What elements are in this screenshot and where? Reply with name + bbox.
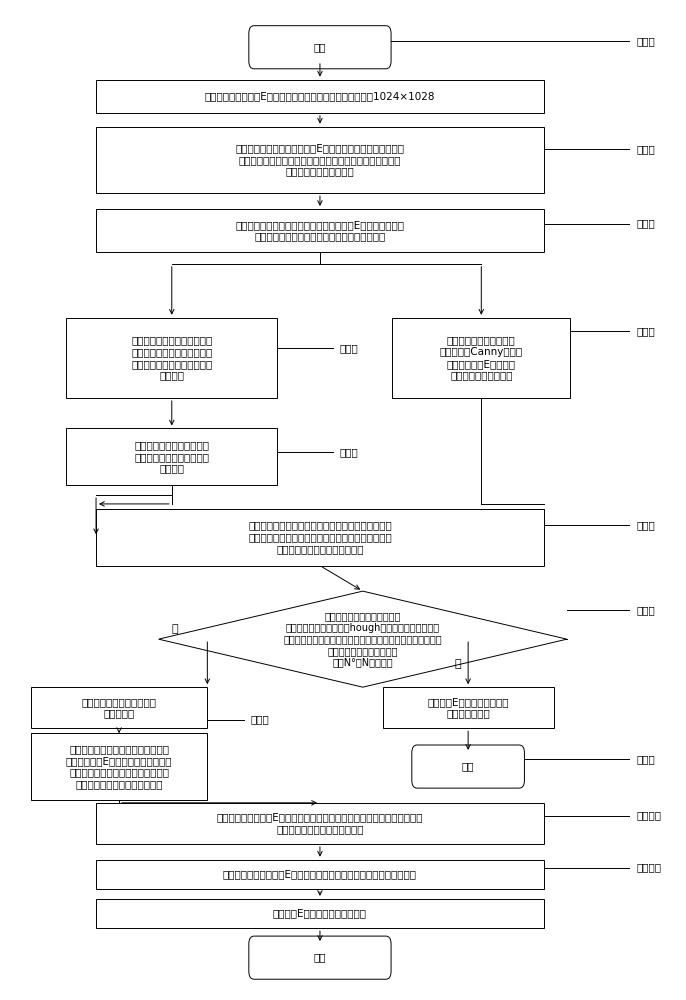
Text: 步骤三: 步骤三 <box>636 219 655 229</box>
Bar <box>96 209 544 252</box>
Text: 步骤九: 步骤九 <box>251 715 270 725</box>
Text: 用步骤五中得到的滤波模板对步骤六中得到的带有干
扰点的边缘图像进行滤波；根据灰度值梯度的方向，
滤去灰度值变化方向不合理的点: 用步骤五中得到的滤波模板对步骤六中得到的带有干 扰点的边缘图像进行滤波；根据灰度… <box>248 521 392 554</box>
Text: 删去边缘图像中大于预设最
大距离的点: 删去边缘图像中大于预设最 大距离的点 <box>82 697 156 719</box>
Bar <box>96 803 544 844</box>
FancyBboxPatch shape <box>249 936 391 979</box>
Polygon shape <box>158 591 567 687</box>
FancyBboxPatch shape <box>412 745 524 788</box>
Text: 否: 否 <box>172 624 178 634</box>
Text: 步骤八: 步骤八 <box>636 605 655 615</box>
Text: 步骤二: 步骤二 <box>636 144 655 154</box>
Bar <box>67 318 277 398</box>
Text: 在步骤一获得图像中确定待测E型磁材的位置，以磁材边缘所
在的两个区域作为检测图像，同时对步骤一获得的图像进行
阈值变换得到二值化图像: 在步骤一获得图像中确定待测E型磁材的位置，以磁材边缘所 在的两个区域作为检测图像… <box>235 143 405 177</box>
Bar <box>96 80 544 113</box>
Bar <box>383 687 554 728</box>
Text: 结束: 结束 <box>462 762 475 772</box>
Text: 在水平方向上遍历步骤八获得边缘图
像，确定待测E型磁材边缘关键点的像
素级坐标；使用抛物线拟合算法计算
磁材边缘关键点的亚像素级坐标: 在水平方向上遍历步骤八获得边缘图 像，确定待测E型磁材边缘关键点的像 素级坐标；… <box>66 744 172 789</box>
Text: 步骤五: 步骤五 <box>340 447 359 457</box>
Text: 搜索步骤九得到的待测E型磁材边缘关键点，得到磁材边缘端点的坐标: 搜索步骤九得到的待测E型磁材边缘关键点，得到磁材边缘端点的坐标 <box>223 869 417 879</box>
Text: 步骤十一: 步骤十一 <box>636 811 661 821</box>
Text: 步骤七: 步骤七 <box>636 520 655 530</box>
Text: 结束: 结束 <box>314 953 327 963</box>
Text: 计算待测E型磁材的长度和畸变率: 计算待测E型磁材的长度和畸变率 <box>273 909 367 919</box>
Bar <box>96 509 544 566</box>
Bar <box>96 899 544 928</box>
Text: 根据获得的二值化图像，以所得图像中待测E型磁材的左侧边
缘和右侧边缘所在的两个区域作为二值化子图像: 根据获得的二值化图像，以所得图像中待测E型磁材的左侧边 缘和右侧边缘所在的两个区… <box>235 220 405 241</box>
Text: 开始: 开始 <box>314 42 327 52</box>
Text: 对步骤三所获得的二值化子图
像进行连通区域标记，保留子
图像中最大的连通区域，删去
其他区域: 对步骤三所获得的二值化子图 像进行连通区域标记，保留子 图像中最大的连通区域，删… <box>131 336 213 380</box>
Text: 对步骤九得到的待测E型磁材边缘关键点亚像素级坐标进行最小二乘法直线
拟合，得到磁材边缘所在的直线: 对步骤九得到的待测E型磁材边缘关键点亚像素级坐标进行最小二乘法直线 拟合，得到磁… <box>217 813 423 834</box>
Text: 步骤六: 步骤六 <box>636 326 655 336</box>
Text: 对步骤四得到的二值化子图
像进行膨胀操作，将其作为
滤波模板: 对步骤四得到的二值化子图 像进行膨胀操作，将其作为 滤波模板 <box>134 440 209 473</box>
Text: 步骤十二: 步骤十二 <box>636 862 661 872</box>
Text: 调整相机，获取待测E型磁材背面的图像；所述图像的像素为1024×1028: 调整相机，获取待测E型磁材背面的图像；所述图像的像素为1024×1028 <box>204 91 435 101</box>
Text: 步骤十: 步骤十 <box>636 754 655 764</box>
Bar <box>392 318 570 398</box>
Bar <box>31 733 207 800</box>
Bar <box>31 687 207 728</box>
Text: 认为待测E型磁材背面畸变过
大，为不合格品: 认为待测E型磁材背面畸变过 大，为不合格品 <box>427 697 509 719</box>
Text: 步骤四: 步骤四 <box>340 343 359 353</box>
Text: 是: 是 <box>455 659 462 669</box>
Bar <box>67 428 277 485</box>
Text: 对步骤三所获得的二值化
子图像进行Canny边缘检
测，获得待测E型磁材的
带有干扰点的边缘图像: 对步骤三所获得的二值化 子图像进行Canny边缘检 测，获得待测E型磁材的 带有… <box>440 336 523 380</box>
FancyBboxPatch shape <box>249 26 391 69</box>
Text: 步骤一: 步骤一 <box>636 36 655 46</box>
Bar <box>96 127 544 193</box>
Bar <box>96 860 544 889</box>
Text: 对步骤七得到的边缘图像分别
上半部分和下半部分进行hough变换，获得边缘上半部
分的拟合直线和边缘下半部分的拟合直线；若该两条拟合直线
之间的夹角大于预设的最: 对步骤七得到的边缘图像分别 上半部分和下半部分进行hough变换，获得边缘上半部… <box>283 611 442 667</box>
